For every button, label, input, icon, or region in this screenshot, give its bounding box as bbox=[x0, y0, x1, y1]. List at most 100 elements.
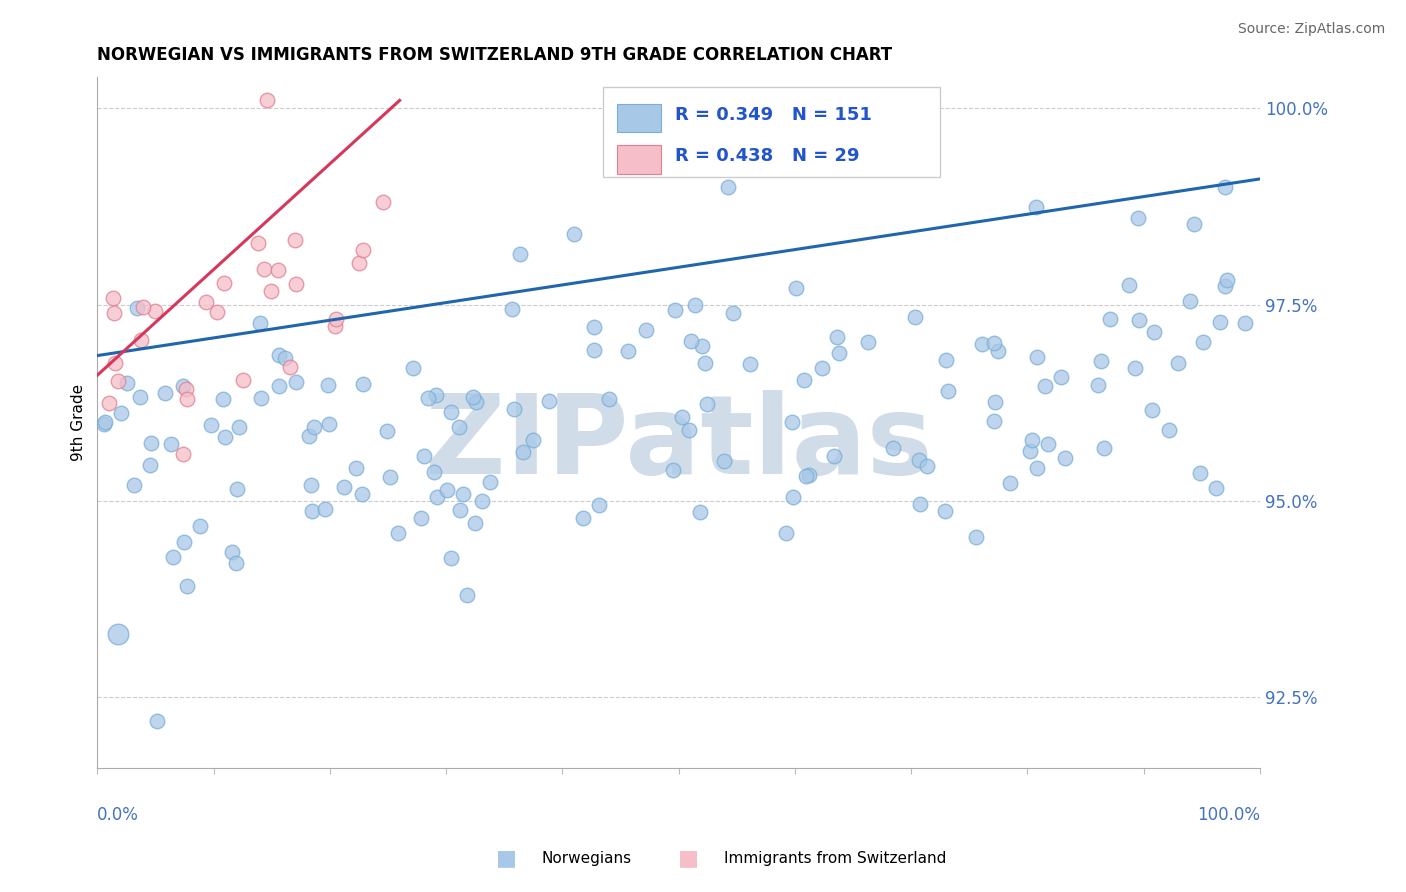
Point bbox=[793, 373, 815, 387]
Point bbox=[478, 475, 501, 489]
Point bbox=[1157, 423, 1180, 437]
Point bbox=[1233, 316, 1256, 330]
Point bbox=[98, 395, 121, 409]
Point bbox=[671, 409, 693, 424]
Point bbox=[522, 434, 544, 448]
Point bbox=[344, 460, 367, 475]
Point bbox=[103, 306, 125, 320]
Point bbox=[162, 549, 184, 564]
Point bbox=[1213, 279, 1236, 293]
Point bbox=[129, 333, 152, 347]
Point bbox=[411, 510, 433, 524]
Point bbox=[616, 343, 638, 358]
Point bbox=[110, 407, 132, 421]
Point bbox=[825, 329, 848, 343]
Point bbox=[987, 343, 1010, 358]
Point bbox=[101, 291, 124, 305]
Point bbox=[1025, 200, 1047, 214]
Point bbox=[856, 335, 879, 350]
Point bbox=[503, 402, 526, 417]
FancyBboxPatch shape bbox=[617, 145, 661, 174]
Point bbox=[347, 256, 370, 270]
Point bbox=[1178, 293, 1201, 308]
Point bbox=[915, 459, 938, 474]
Y-axis label: 9th Grade: 9th Grade bbox=[72, 384, 86, 461]
Point bbox=[284, 376, 307, 390]
Point bbox=[636, 322, 658, 336]
Point bbox=[127, 301, 149, 316]
Point bbox=[418, 391, 440, 405]
Point bbox=[1209, 315, 1232, 329]
Point bbox=[172, 379, 194, 393]
Point bbox=[1189, 467, 1212, 481]
Point bbox=[160, 437, 183, 451]
Point bbox=[582, 343, 605, 358]
FancyBboxPatch shape bbox=[603, 87, 941, 177]
Point bbox=[373, 195, 395, 210]
Point bbox=[283, 233, 305, 247]
Point bbox=[882, 442, 904, 456]
Text: 0.0%: 0.0% bbox=[97, 805, 139, 823]
Point bbox=[267, 348, 290, 362]
Point bbox=[983, 413, 1005, 427]
Point bbox=[440, 405, 463, 419]
Point bbox=[713, 454, 735, 468]
Point bbox=[352, 377, 374, 392]
Point bbox=[965, 530, 987, 544]
Point bbox=[132, 300, 155, 314]
Point bbox=[721, 306, 744, 320]
Point bbox=[153, 386, 176, 401]
Point bbox=[1092, 442, 1115, 456]
Point bbox=[678, 424, 700, 438]
Point bbox=[188, 519, 211, 533]
Point bbox=[211, 392, 233, 407]
Text: Norwegians: Norwegians bbox=[541, 851, 631, 865]
Point bbox=[107, 627, 129, 641]
Point bbox=[717, 180, 740, 194]
Point bbox=[983, 335, 1005, 350]
Point bbox=[375, 424, 398, 438]
Point bbox=[456, 588, 478, 602]
Point bbox=[246, 235, 269, 250]
Point bbox=[176, 382, 198, 396]
Point bbox=[1126, 211, 1149, 225]
Point bbox=[333, 480, 356, 494]
Point bbox=[413, 449, 436, 463]
Point bbox=[225, 556, 247, 570]
Point bbox=[934, 504, 956, 518]
Point bbox=[253, 261, 276, 276]
Point bbox=[104, 356, 127, 370]
Point bbox=[998, 475, 1021, 490]
Point bbox=[904, 310, 927, 324]
Point bbox=[1213, 179, 1236, 194]
Point bbox=[827, 345, 849, 359]
Point bbox=[823, 450, 845, 464]
Point bbox=[447, 419, 470, 434]
Point bbox=[173, 535, 195, 549]
Point bbox=[115, 376, 138, 391]
Point bbox=[782, 415, 804, 429]
Point bbox=[221, 545, 243, 559]
Point bbox=[696, 397, 718, 411]
Point bbox=[325, 312, 347, 326]
Point bbox=[278, 359, 301, 374]
Point bbox=[176, 392, 198, 406]
Point bbox=[449, 503, 471, 517]
Point bbox=[1142, 402, 1164, 417]
Point bbox=[402, 361, 425, 376]
Point bbox=[284, 277, 307, 291]
Point bbox=[908, 452, 931, 467]
Point bbox=[690, 339, 713, 353]
Point bbox=[228, 420, 250, 434]
Point bbox=[141, 436, 163, 450]
Point bbox=[232, 373, 254, 387]
Point bbox=[936, 384, 959, 399]
Point bbox=[1205, 481, 1227, 495]
Point bbox=[910, 498, 932, 512]
Point bbox=[501, 301, 523, 316]
Point bbox=[1118, 277, 1140, 292]
Point bbox=[267, 263, 290, 277]
Point bbox=[205, 304, 228, 318]
Point bbox=[1128, 313, 1150, 327]
Point bbox=[464, 516, 486, 530]
